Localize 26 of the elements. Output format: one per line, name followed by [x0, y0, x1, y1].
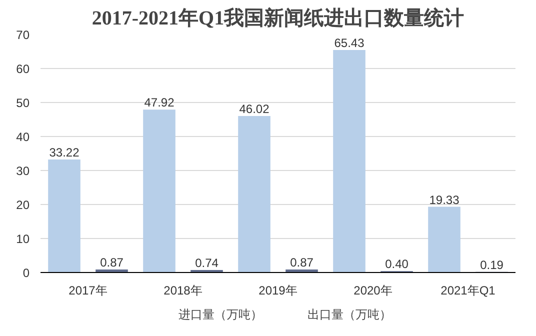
x-tick-label: 2019年 [258, 284, 298, 298]
data-label: 0.40 [385, 257, 409, 272]
text: 进口量（万吨） [178, 306, 262, 324]
data-label: 0.87 [290, 256, 314, 270]
y-tick-label: 70 [16, 28, 30, 42]
x-tick-label: 2020年 [354, 284, 392, 298]
x-tick-label: 2017年 [68, 284, 108, 298]
y-tick-label: 60 [16, 62, 30, 76]
data-label: 0.74 [195, 256, 219, 270]
chart-title: 2017-2021年Q1我国新闻纸进出口数量统计 [92, 6, 464, 30]
data-label: 47.92 [144, 96, 175, 110]
y-tick-label: 30 [16, 164, 30, 178]
data-label: 19.33 [429, 192, 460, 207]
x-tick-label: 2021年Q1 [440, 284, 496, 298]
y-tick-label: 20 [16, 198, 30, 212]
y-tick-label: 10 [16, 232, 30, 246]
y-tick-label: 50 [16, 96, 30, 110]
y-tick-label: 0 [22, 266, 30, 280]
x-tick-label: 2018年 [164, 284, 202, 298]
text: 出口量（万吨） [308, 306, 392, 324]
y-tick-label: 40 [16, 130, 30, 144]
data-label: 0.87 [100, 256, 124, 270]
data-label: 65.43 [334, 36, 365, 50]
data-label: 46.02 [239, 102, 270, 116]
data-label: 0.19 [480, 258, 504, 272]
data-label: 33.22 [49, 146, 80, 160]
